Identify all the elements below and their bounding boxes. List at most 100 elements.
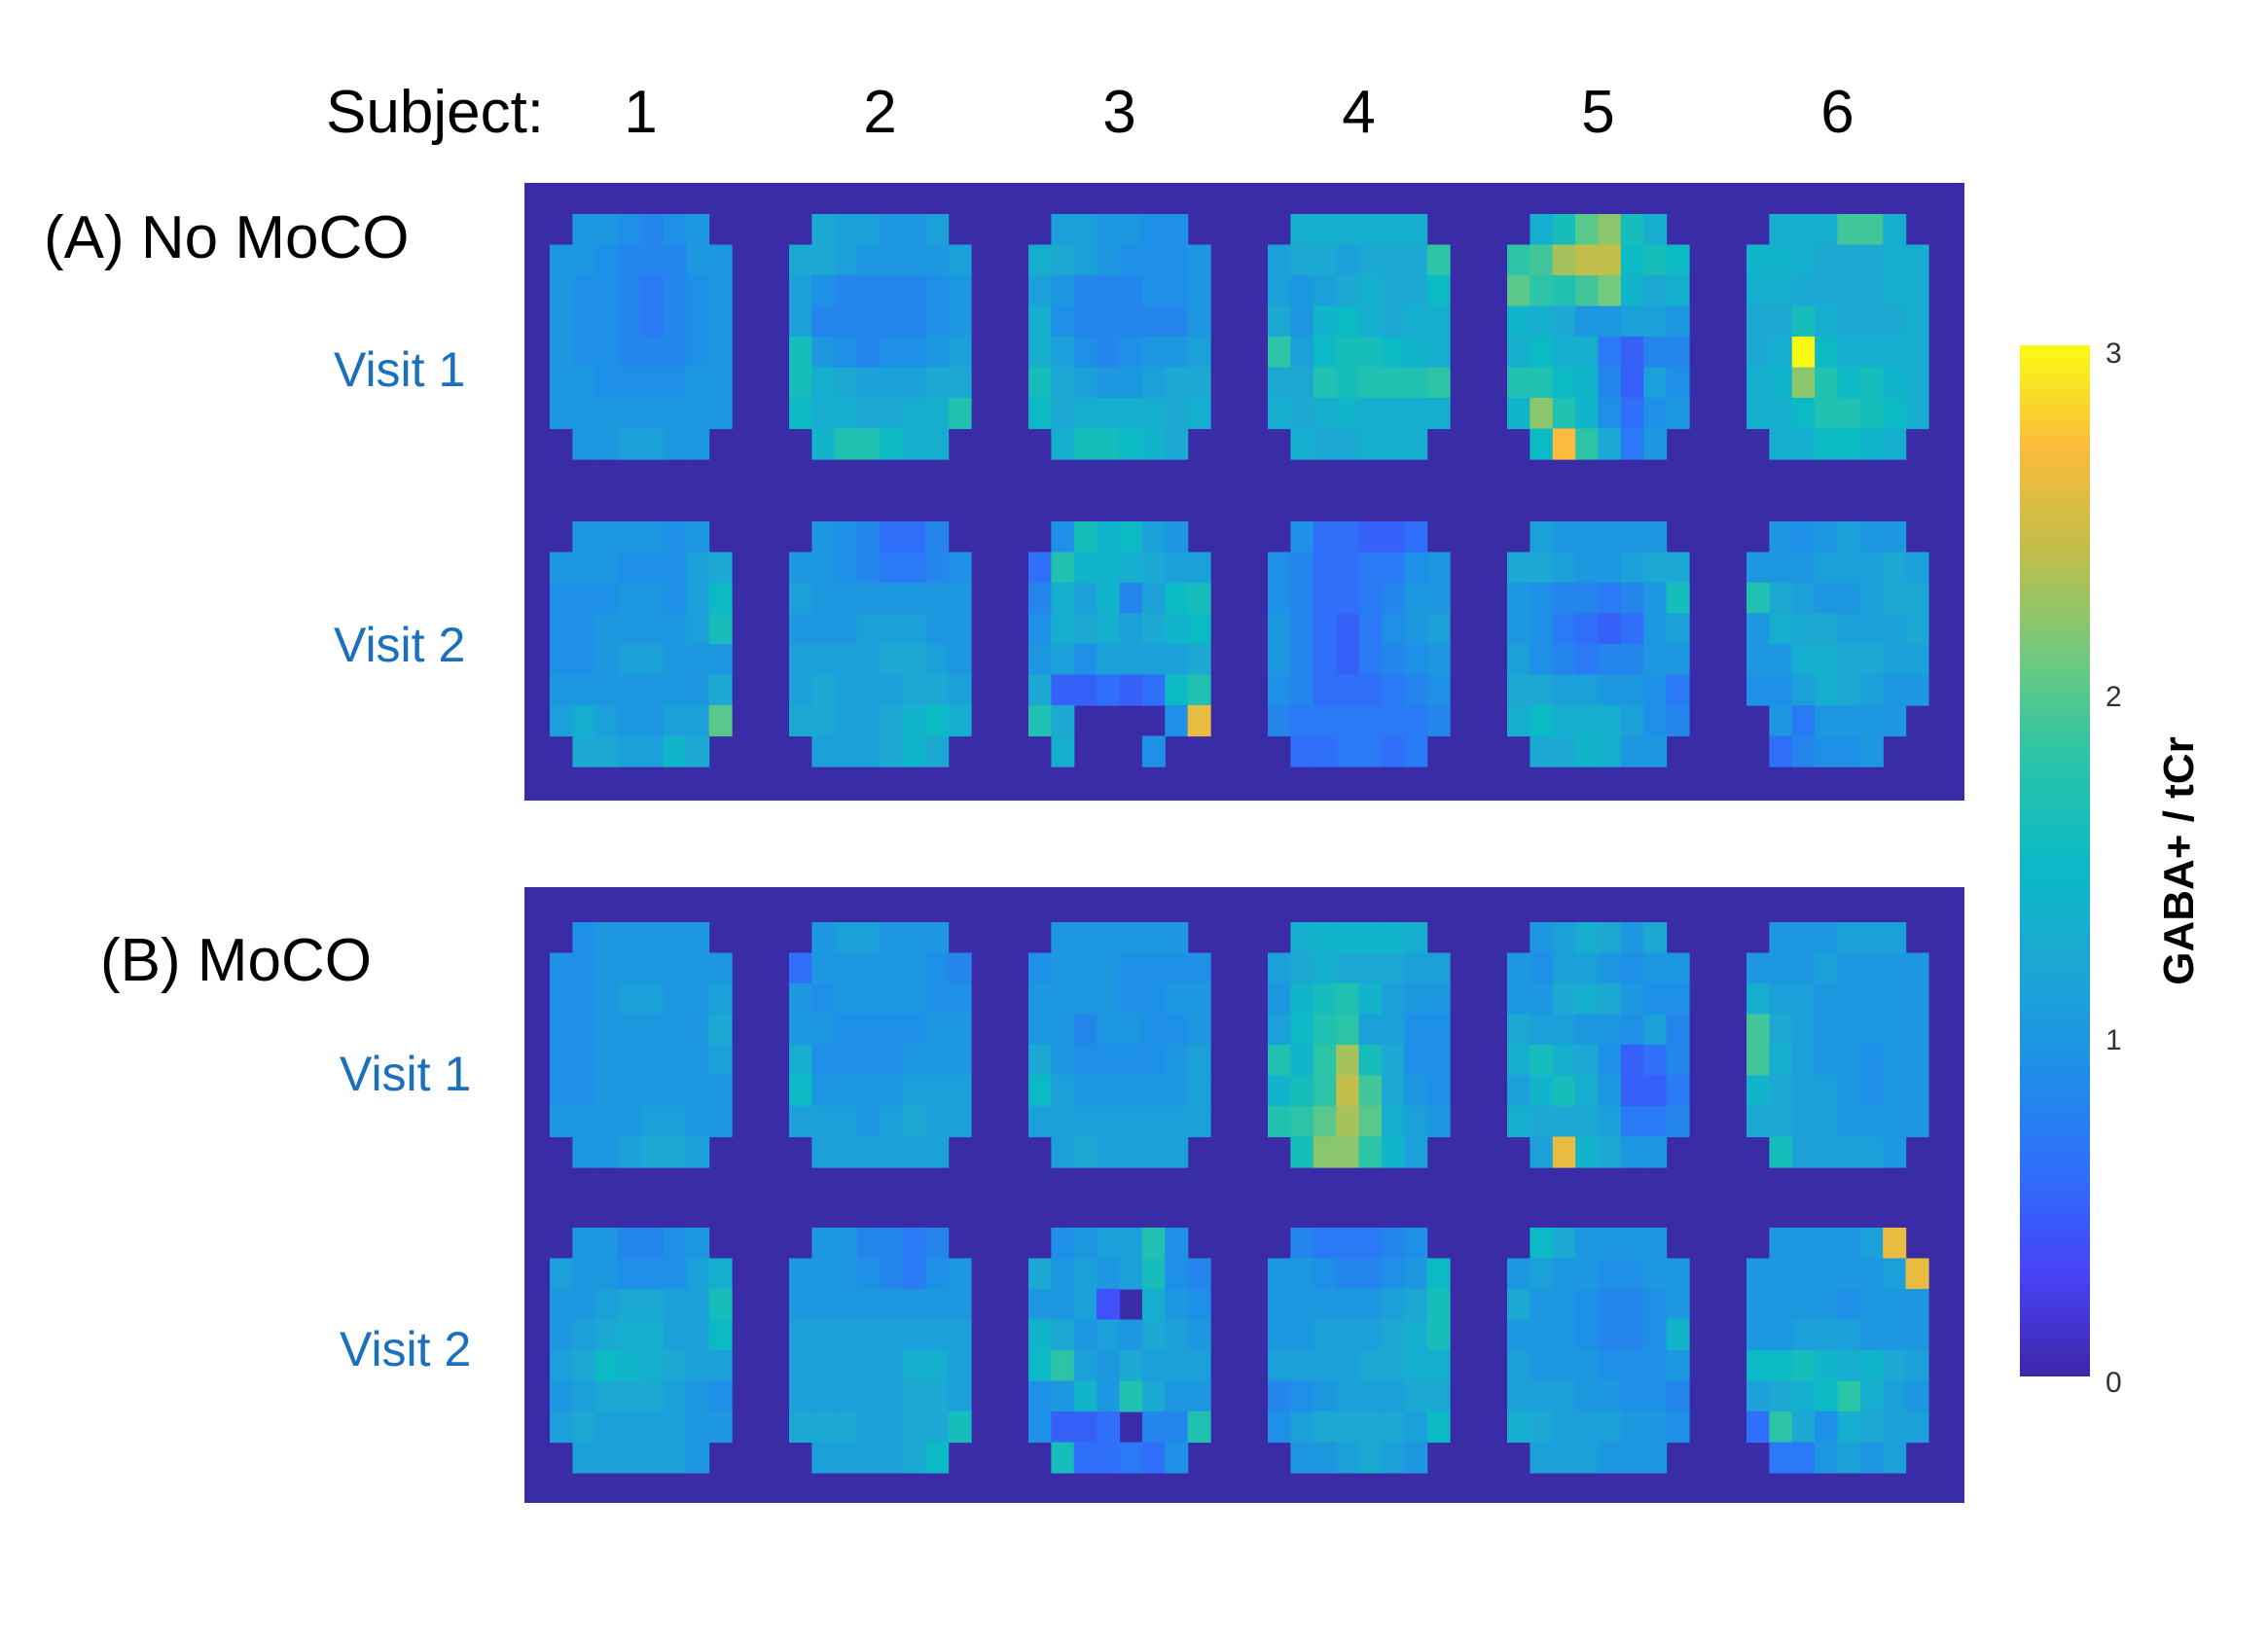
voxel-b-visit2-s2-r0-c6 <box>925 1228 950 1260</box>
voxel-b-visit1-s2-r6-c5 <box>902 1106 926 1138</box>
voxel-a-visit2-s6-r5-c1 <box>1769 674 1793 706</box>
voxel-b-visit2-s2-r5-c2 <box>834 1380 858 1412</box>
panel-a-visit1-label: Visit 1 <box>334 342 466 397</box>
voxel-b-visit1-s6-r1-c5 <box>1859 952 1884 984</box>
voxel-b-visit2-s4-r3-c6 <box>1404 1319 1428 1351</box>
voxel-a-visit1-s6-r6-c3 <box>1815 398 1839 430</box>
voxel-a-visit1-s6-r4-c6 <box>1883 337 1907 369</box>
voxel-a-visit2-s4-r2-c7 <box>1426 583 1451 615</box>
voxel-b-visit2-s5-r7-c1 <box>1530 1442 1554 1474</box>
voxel-b-visit2-s2-r5-c7 <box>948 1380 972 1412</box>
voxel-b-visit2-s1-r3-c7 <box>708 1319 733 1351</box>
voxel-b-visit1-s2-r5-c2 <box>834 1075 858 1107</box>
voxel-b-visit2-s1-r6-c6 <box>686 1411 710 1444</box>
voxel-b-visit2-s2-r1-c2 <box>834 1258 858 1290</box>
voxel-b-visit2-s5-r0-c5 <box>1620 1228 1644 1260</box>
voxel-b-visit2-s2-r5-c1 <box>811 1380 836 1412</box>
voxel-a-visit2-s4-r4-c1 <box>1290 644 1314 676</box>
voxel-a-visit1-s5-r6-c5 <box>1620 398 1644 430</box>
voxel-a-visit2-s5-r6-c1 <box>1530 705 1554 737</box>
voxel-a-visit1-s2-r2-c3 <box>857 275 882 307</box>
voxel-b-visit2-s5-r0-c3 <box>1575 1228 1600 1260</box>
voxel-a-visit1-s5-r4-c1 <box>1530 337 1554 369</box>
voxel-a-visit1-s5-r0-c1 <box>1530 214 1554 246</box>
voxel-a-visit2-s2-r7-c5 <box>902 735 926 767</box>
voxel-b-visit2-s6-r1-c3 <box>1815 1258 1839 1290</box>
voxel-b-visit1-s3-r3-c1 <box>1051 1014 1075 1046</box>
voxel-a-visit1-s1-r5-c5 <box>663 367 687 399</box>
voxel-b-visit2-s3-r3-c5 <box>1141 1319 1166 1351</box>
voxel-b-visit2-s2-r7-c3 <box>857 1442 882 1474</box>
voxel-a-visit1-s1-r4-c2 <box>594 337 619 369</box>
voxel-a-visit1-s6-r0-c4 <box>1837 214 1861 246</box>
voxel-a-visit1-s2-r0-c3 <box>857 214 882 246</box>
voxel-b-visit1-s6-r6-c0 <box>1746 1106 1770 1138</box>
voxel-b-visit1-s2-r6-c6 <box>925 1106 950 1138</box>
voxel-b-visit1-s3-r0-c3 <box>1097 922 1121 954</box>
voxel-a-visit1-s5-r4-c4 <box>1598 337 1622 369</box>
voxel-a-visit2-s2-r4-c3 <box>857 644 882 676</box>
voxel-b-visit1-s4-r5-c7 <box>1426 1075 1451 1107</box>
voxel-a-visit1-s5-r3-c4 <box>1598 305 1622 338</box>
voxel-a-visit1-s5-r2-c5 <box>1620 275 1644 307</box>
voxel-b-visit1-s6-r2-c5 <box>1859 983 1884 1016</box>
voxel-b-visit2-s4-r5-c7 <box>1426 1380 1451 1412</box>
voxel-a-visit1-s3-r7-c2 <box>1073 428 1098 460</box>
voxel-a-visit2-s5-r0-c4 <box>1598 521 1622 553</box>
voxel-b-visit2-s1-r4-c1 <box>572 1350 596 1382</box>
voxel-a-visit2-s6-r1-c1 <box>1769 552 1793 584</box>
voxel-a-visit1-s3-r6-c2 <box>1073 398 1098 430</box>
voxel-b-visit1-s2-r7-c4 <box>880 1136 904 1168</box>
voxel-a-visit1-s1-r0-c2 <box>594 214 619 246</box>
voxel-a-visit1-s1-r0-c4 <box>640 214 665 246</box>
voxel-b-visit1-s6-r3-c7 <box>1905 1014 1929 1046</box>
voxel-b-visit2-s2-r5-c4 <box>880 1380 904 1412</box>
voxel-b-visit2-s5-r6-c3 <box>1575 1411 1600 1444</box>
voxel-b-visit1-s4-r4-c4 <box>1358 1045 1383 1077</box>
voxel-b-visit1-s2-r5-c3 <box>857 1075 882 1107</box>
voxel-a-visit1-s4-r0-c3 <box>1336 214 1360 246</box>
voxel-b-visit2-s5-r6-c0 <box>1507 1411 1530 1444</box>
voxel-b-visit1-s6-r1-c2 <box>1791 952 1816 984</box>
voxel-a-visit2-s6-r1-c3 <box>1815 552 1839 584</box>
voxel-b-visit2-s2-r6-c2 <box>834 1411 858 1444</box>
voxel-a-visit2-s3-r1-c5 <box>1141 552 1166 584</box>
voxel-a-visit2-s4-r3-c1 <box>1290 613 1314 645</box>
voxel-a-visit2-s3-r5-c5 <box>1141 674 1166 706</box>
voxel-b-visit1-s2-r6-c4 <box>880 1106 904 1138</box>
voxel-a-visit2-s4-r5-c7 <box>1426 674 1451 706</box>
voxel-b-visit2-s6-r3-c7 <box>1905 1319 1929 1351</box>
voxel-b-visit1-s4-r6-c4 <box>1358 1106 1383 1138</box>
voxel-b-visit2-s6-r2-c4 <box>1837 1289 1861 1321</box>
voxel-a-visit1-s4-r0-c5 <box>1381 214 1405 246</box>
voxel-a-visit1-s5-r4-c6 <box>1643 337 1668 369</box>
voxel-a-visit1-s5-r5-c4 <box>1598 367 1622 399</box>
voxel-b-visit2-s3-r5-c2 <box>1073 1380 1098 1412</box>
panel-a-svg <box>550 214 1929 767</box>
voxel-b-visit2-s2-r2-c0 <box>789 1289 812 1321</box>
voxel-a-visit1-s2-r6-c4 <box>880 398 904 430</box>
voxel-b-visit2-s4-r0-c2 <box>1313 1228 1337 1260</box>
voxel-b-visit1-s5-r6-c6 <box>1643 1106 1668 1138</box>
voxel-b-visit1-s2-r0-c2 <box>834 922 858 954</box>
voxel-a-visit2-s5-r3-c4 <box>1598 613 1622 645</box>
voxel-a-visit1-s5-r3-c7 <box>1666 305 1690 338</box>
voxel-a-visit2-s5-r6-c0 <box>1507 705 1530 737</box>
voxel-a-visit1-s3-r6-c6 <box>1165 398 1189 430</box>
voxel-a-visit2-s6-r7-c5 <box>1859 735 1884 767</box>
voxel-b-visit1-s6-r4-c0 <box>1746 1045 1770 1077</box>
voxel-a-visit1-s5-r4-c3 <box>1575 337 1600 369</box>
voxel-b-visit2-s6-r4-c3 <box>1815 1350 1839 1382</box>
voxel-b-visit2-s4-r2-c5 <box>1381 1289 1405 1321</box>
voxel-b-visit1-s2-r4-c6 <box>925 1045 950 1077</box>
voxel-a-visit2-s1-r1-c6 <box>686 552 710 584</box>
voxel-b-visit2-s1-r0-c1 <box>572 1228 596 1260</box>
voxel-a-visit2-s2-r4-c4 <box>880 644 904 676</box>
voxel-b-visit1-s5-r2-c6 <box>1643 983 1668 1016</box>
voxel-b-visit2-s1-r2-c6 <box>686 1289 710 1321</box>
voxel-a-visit2-s1-r3-c4 <box>640 613 665 645</box>
voxel-b-visit1-s2-r0-c3 <box>857 922 882 954</box>
voxel-a-visit2-s5-r3-c2 <box>1552 613 1576 645</box>
voxel-a-visit1-s1-r6-c2 <box>594 398 619 430</box>
voxel-a-visit1-s4-r1-c4 <box>1358 244 1383 276</box>
